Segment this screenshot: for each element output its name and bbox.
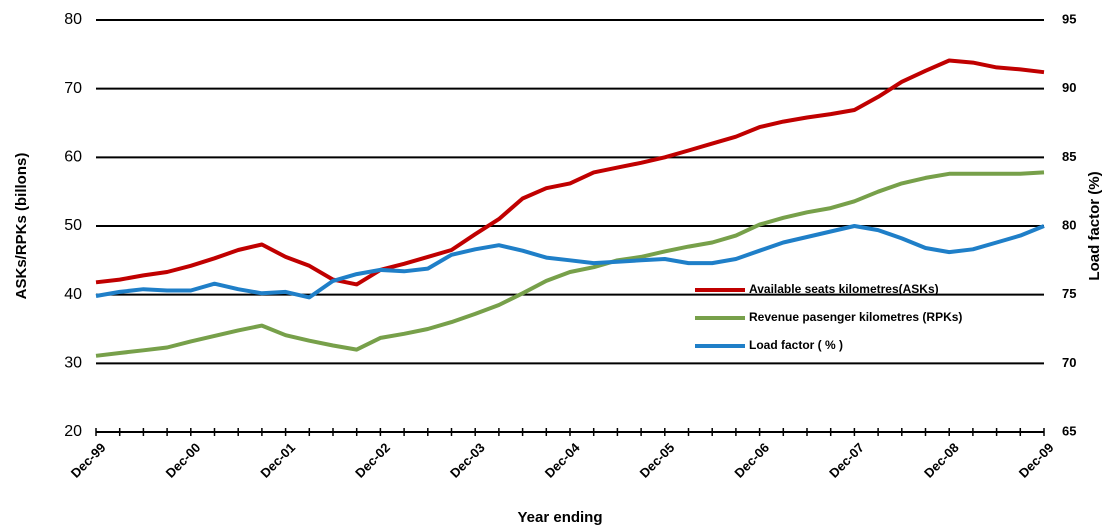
y2-tick-label: 75 xyxy=(1062,286,1076,301)
y2-tick-label: 80 xyxy=(1062,217,1076,232)
x-tick-label: Dec-00 xyxy=(163,440,204,481)
y-tick-label: 40 xyxy=(64,286,82,303)
x-tick-label: Dec-09 xyxy=(1016,440,1057,481)
x-tick-label: Dec-04 xyxy=(542,439,583,480)
y2-tick-label: 95 xyxy=(1062,11,1076,26)
y2-tick-label: 70 xyxy=(1062,355,1076,370)
y2-tick-label: 90 xyxy=(1062,80,1076,95)
legend-label: Revenue pasenger kilometres (RPKs) xyxy=(749,310,962,324)
legend-label: Load factor ( % ) xyxy=(749,338,843,352)
x-tick-label: Dec-05 xyxy=(637,440,678,481)
x-axis-title: Year ending xyxy=(517,509,602,526)
x-tick-label: Dec-99 xyxy=(68,440,109,481)
y-tick-label: 20 xyxy=(64,423,82,440)
x-tick-label: Dec-08 xyxy=(921,440,962,481)
y-tick-label: 80 xyxy=(64,11,82,28)
y-tick-label: 60 xyxy=(64,149,82,166)
y2-axis-title: Load factor (%) xyxy=(1086,171,1103,280)
x-tick-label: Dec-07 xyxy=(826,440,867,481)
y-tick-label: 50 xyxy=(64,217,82,234)
y-tick-label: 70 xyxy=(64,80,82,97)
y-tick-label: 30 xyxy=(64,355,82,372)
x-tick-label: Dec-06 xyxy=(731,440,772,481)
x-tick-label: Dec-01 xyxy=(257,440,298,481)
series-line xyxy=(95,58,1045,287)
legend-label: Available seats kilometres(ASKs) xyxy=(749,282,939,296)
series-line xyxy=(95,224,1045,300)
y2-tick-label: 65 xyxy=(1062,423,1076,438)
series-line xyxy=(95,170,1045,358)
x-tick-label: Dec-03 xyxy=(447,440,488,481)
y-axis-title: ASKs/RPKs (billons) xyxy=(13,153,30,300)
y2-tick-label: 85 xyxy=(1062,149,1076,164)
x-tick-label: Dec-02 xyxy=(352,440,393,481)
